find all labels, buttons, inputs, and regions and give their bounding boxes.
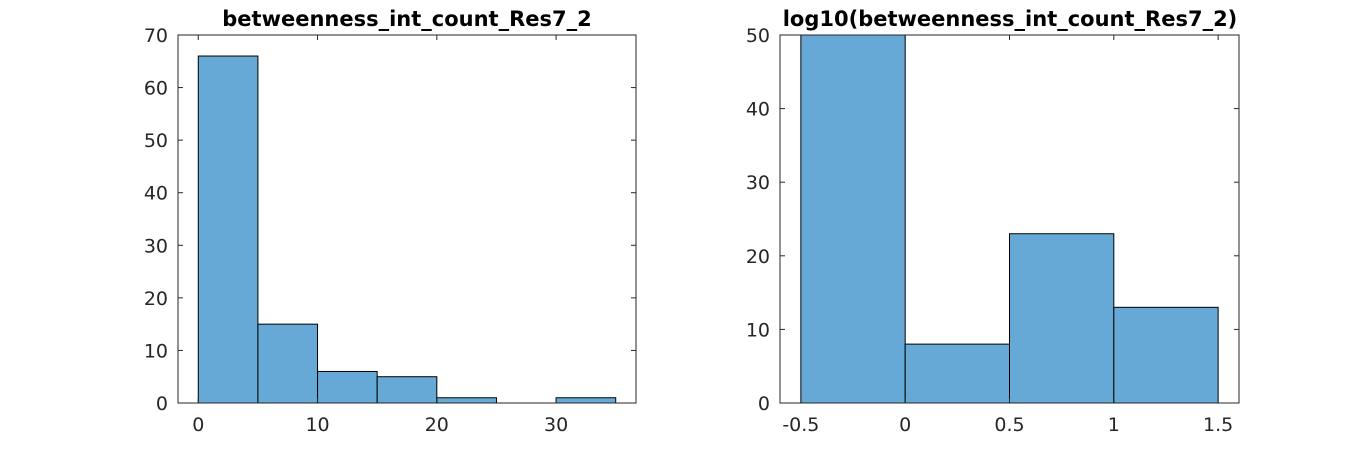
x-tick-label-log10-0: -0.5 [782, 414, 819, 436]
y-tick-label-raw-5: 50 [144, 130, 168, 152]
y-tick-label-raw-3: 30 [144, 235, 168, 257]
x-tick-label-raw-0: 0 [192, 414, 204, 436]
histogram-bar-log10-0 [800, 34, 906, 404]
y-tick-label-raw-4: 40 [144, 183, 168, 205]
histogram-raw: betweenness_int_count_Res7_2 0 10 20 30 0 10 2… [144, 7, 637, 436]
histogram-bar-raw-2 [317, 370, 378, 404]
histogram-log10: log10(betweenness_int_count_Res7_2) -0.5… [746, 7, 1240, 436]
chart-title-log10: log10(betweenness_int_count_Res7_2) [783, 7, 1238, 31]
y-tick-label-log10-4: 40 [746, 99, 770, 121]
histogram-bar-raw-3 [376, 376, 438, 404]
y-tick-label-raw-6: 60 [144, 78, 168, 100]
y-tick-label-raw-2: 20 [144, 288, 168, 310]
x-tick-label-raw-1: 10 [305, 414, 329, 436]
histogram-bar-raw-6 [555, 397, 617, 404]
x-tick-label-raw-3: 30 [544, 414, 568, 436]
chart-title-raw: betweenness_int_count_Res7_2 [222, 7, 591, 31]
y-tick-label-log10-2: 20 [746, 246, 770, 268]
histogram-bar-log10-3 [1113, 306, 1219, 404]
y-tick-label-log10-1: 10 [746, 319, 770, 341]
histogram-bar-raw-0 [197, 55, 259, 404]
histogram-bar-raw-1 [257, 323, 319, 404]
y-tick-label-raw-0: 0 [156, 393, 168, 415]
axes-box-raw [177, 34, 637, 404]
y-tick-label-log10-0: 0 [758, 393, 770, 415]
x-tick-label-log10-2: 0.5 [994, 414, 1024, 436]
x-tick-label-log10-4: 1.5 [1203, 414, 1233, 436]
y-tick-label-raw-1: 10 [144, 340, 168, 362]
x-tick-label-raw-2: 20 [425, 414, 449, 436]
y-tick-label-log10-3: 30 [746, 172, 770, 194]
x-tick-label-log10-1: 0 [899, 414, 911, 436]
histogram-bar-raw-4 [436, 397, 497, 404]
y-tick-label-raw-7: 70 [144, 25, 168, 47]
y-tick-label-log10-5: 50 [746, 25, 770, 47]
histogram-bar-log10-1 [904, 343, 1011, 404]
histogram-bar-log10-2 [1009, 233, 1115, 404]
x-tick-label-log10-3: 1 [1108, 414, 1120, 436]
